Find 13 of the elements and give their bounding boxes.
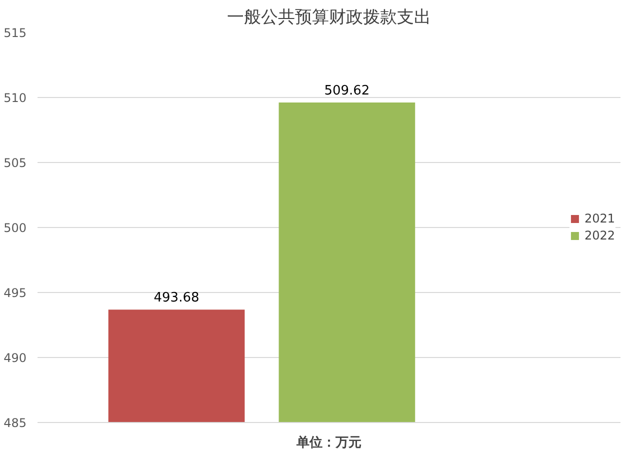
- text: 单位：万元: [296, 434, 362, 450]
- y-tick-label: 485: [4, 416, 26, 430]
- legend-label: 2022: [584, 228, 615, 242]
- chart-title: 一般公共预算财政拨款支出: [227, 8, 431, 28]
- data-label: 493.68: [154, 290, 200, 306]
- y-tick-label: 495: [4, 286, 26, 300]
- y-tick-label: 510: [4, 91, 26, 105]
- y-tick-label: 500: [4, 221, 26, 235]
- legend-label: 2021: [584, 212, 615, 226]
- data-label: 509.62: [324, 83, 370, 98]
- y-tick-label: 515: [4, 26, 26, 40]
- y-tick-label: 490: [4, 351, 26, 365]
- y-tick-label: 505: [4, 156, 26, 170]
